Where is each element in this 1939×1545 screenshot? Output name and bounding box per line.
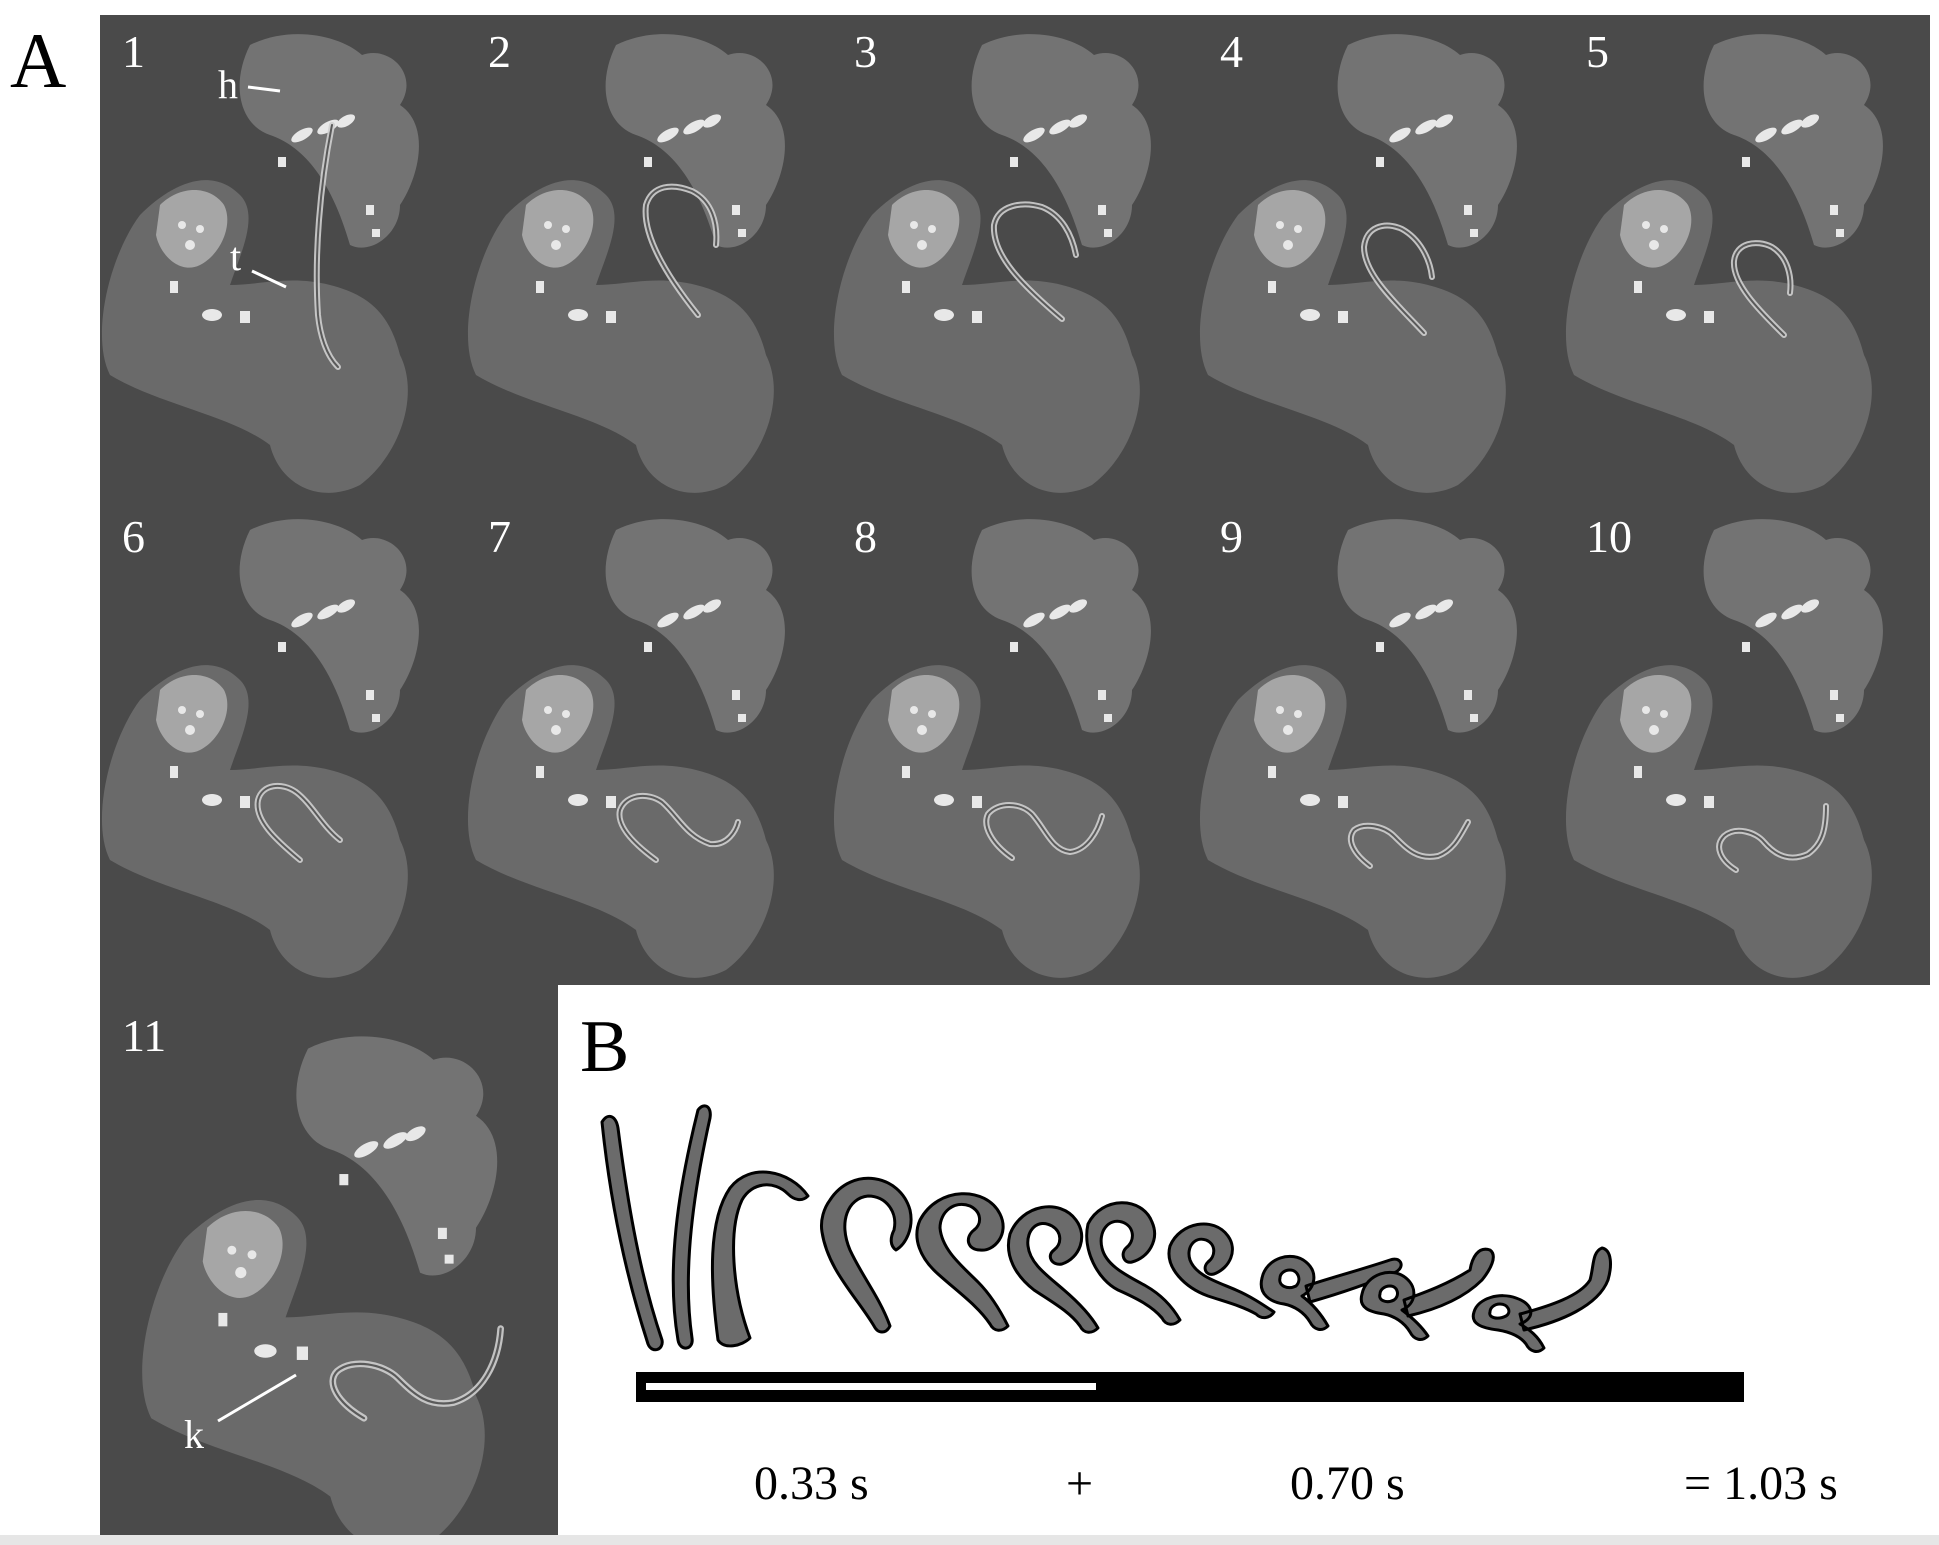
plant-tissue-upper: [1337, 34, 1517, 248]
silhouette-8: [1167, 1222, 1276, 1320]
frame-3: 3: [832, 15, 1198, 500]
frame-number: 8: [854, 511, 877, 562]
frame-number: 2: [488, 26, 511, 77]
frame-number: 5: [1586, 26, 1609, 77]
time-second: 0.70 s: [1290, 1457, 1405, 1510]
frame-5: 5: [1564, 15, 1930, 500]
time-total: = 1.03 s: [1684, 1457, 1838, 1510]
frame-number: 4: [1220, 26, 1243, 77]
frame-number: 11: [122, 1010, 167, 1061]
bright-cell-cluster: [1254, 675, 1326, 753]
frame-9: 9: [1198, 500, 1564, 985]
silhouette-6: [1007, 1205, 1100, 1334]
micrograph-scene: [833, 519, 1151, 978]
frame-number: 10: [1586, 511, 1632, 562]
micrograph-scene: [467, 519, 785, 978]
frame-10: 10: [1564, 500, 1930, 985]
bright-cell-cluster: [1620, 190, 1692, 268]
bright-cell-cluster: [888, 675, 960, 753]
bright-cell-cluster: [202, 1211, 283, 1298]
frame-2: 2: [466, 15, 832, 500]
micrograph-scene: [101, 34, 419, 493]
frame-number: 6: [122, 511, 145, 562]
silhouette-7: [1085, 1201, 1182, 1326]
bright-cell-cluster: [156, 675, 228, 753]
frame-number: 1: [122, 26, 145, 77]
plant-tissue-upper: [971, 519, 1151, 733]
plant-tissue-upper: [1703, 34, 1883, 248]
plant-tissue-upper: [1703, 519, 1883, 733]
silhouette-2: [671, 1104, 712, 1350]
micrograph-scene: [1199, 34, 1517, 493]
time-plus: +: [1066, 1457, 1094, 1510]
time-bar: [636, 1372, 1744, 1402]
frame-4: 4: [1198, 15, 1564, 500]
frame-number: 3: [854, 26, 877, 77]
frame-8: 8: [832, 500, 1198, 985]
micrograph-scene: [1565, 34, 1883, 493]
micrograph-scene: [1565, 519, 1883, 978]
time-first: 0.33 s: [754, 1457, 869, 1510]
frame-number: 9: [1220, 511, 1243, 562]
bright-cell-cluster: [522, 190, 594, 268]
plant-tissue-upper: [605, 34, 785, 248]
label-pointers: [247, 85, 287, 289]
frame-7: 7: [466, 500, 832, 985]
silhouette-3: [710, 1170, 810, 1348]
silhouette-10: [1359, 1247, 1495, 1341]
time-bar-first-segment: [646, 1383, 1096, 1390]
silhouette-1: [600, 1114, 664, 1352]
bright-cell-cluster: [156, 190, 228, 268]
silhouette-4: [820, 1176, 913, 1334]
bright-cell-cluster: [1254, 190, 1326, 268]
frame-11: 11 k: [100, 985, 558, 1535]
nematode-silhouettes: [600, 1104, 1612, 1353]
frame-1: 1 h t: [100, 15, 466, 500]
plant-tissue-upper: [605, 519, 785, 733]
micrograph-scene: [101, 519, 419, 978]
plant-tissue-upper: [971, 34, 1151, 248]
label-h: h: [218, 62, 238, 107]
micrograph-scene: [467, 34, 785, 493]
frame-6: 6: [100, 500, 466, 985]
label-pointer-k: [217, 1373, 297, 1423]
micrograph-scene: [142, 1036, 505, 1535]
bottom-strip: [0, 1535, 1939, 1545]
panel-a-letter: A: [10, 17, 67, 104]
plant-tissue-upper: [296, 1036, 498, 1276]
label-t: t: [230, 234, 242, 279]
bright-cell-cluster: [522, 675, 594, 753]
bright-cell-cluster: [1620, 675, 1692, 753]
plant-tissue-upper: [239, 519, 419, 733]
silhouette-11: [1471, 1246, 1612, 1353]
plant-tissue-upper: [1337, 519, 1517, 733]
silhouette-9: [1259, 1254, 1403, 1331]
bright-cell-cluster: [888, 190, 960, 268]
panel-b-letter: B: [580, 1006, 630, 1088]
frame-number: 7: [488, 511, 511, 562]
label-k: k: [184, 1412, 204, 1457]
micrograph-scene: [833, 34, 1151, 493]
silhouette-5: [915, 1192, 1010, 1332]
micrograph-scene: [1199, 519, 1517, 978]
